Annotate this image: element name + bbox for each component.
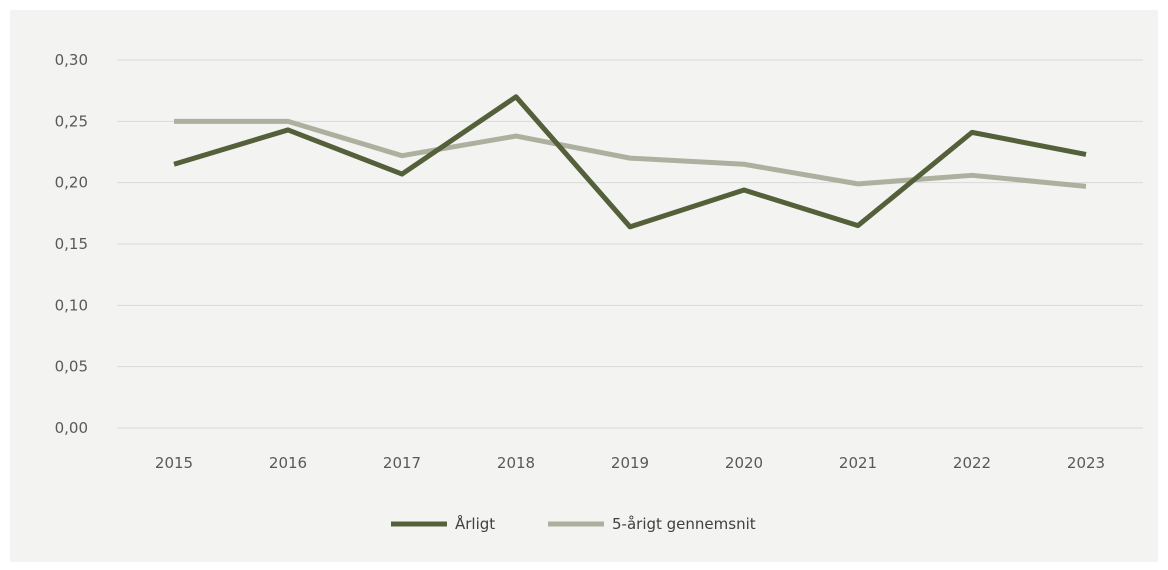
x-tick-label: 2020 [725, 454, 763, 472]
y-tick-label: 0,15 [55, 235, 88, 253]
y-axis-ticks: 0,00 0,05 0,10 0,15 0,20 0,25 0,30 [55, 51, 88, 437]
y-tick-label: 0,20 [55, 174, 88, 192]
x-tick-label: 2015 [155, 454, 193, 472]
x-axis-ticks: 2015 2016 2017 2018 2019 2020 2021 2022 2023 [155, 454, 1105, 472]
y-tick-label: 0,00 [55, 419, 88, 437]
legend-label: 5-årigt gennemsnit [612, 515, 756, 533]
x-tick-label: 2021 [839, 454, 877, 472]
legend-label: Årligt [455, 514, 495, 533]
y-tick-label: 0,30 [55, 51, 88, 69]
y-tick-label: 0,05 [55, 358, 88, 376]
gridlines [117, 59, 1143, 429]
series-line-annual [173, 94, 1087, 230]
x-tick-label: 2018 [497, 454, 535, 472]
x-tick-label: 2022 [953, 454, 991, 472]
x-tick-label: 2017 [383, 454, 421, 472]
y-tick-label: 0,10 [55, 296, 88, 314]
x-tick-label: 2016 [269, 454, 307, 472]
legend: Årligt 5-årigt gennemsnit [391, 514, 756, 533]
series-lines [173, 94, 1087, 230]
x-tick-label: 2023 [1067, 454, 1105, 472]
y-tick-label: 0,25 [55, 112, 88, 130]
x-tick-label: 2019 [611, 454, 649, 472]
chart-area [10, 10, 1158, 562]
